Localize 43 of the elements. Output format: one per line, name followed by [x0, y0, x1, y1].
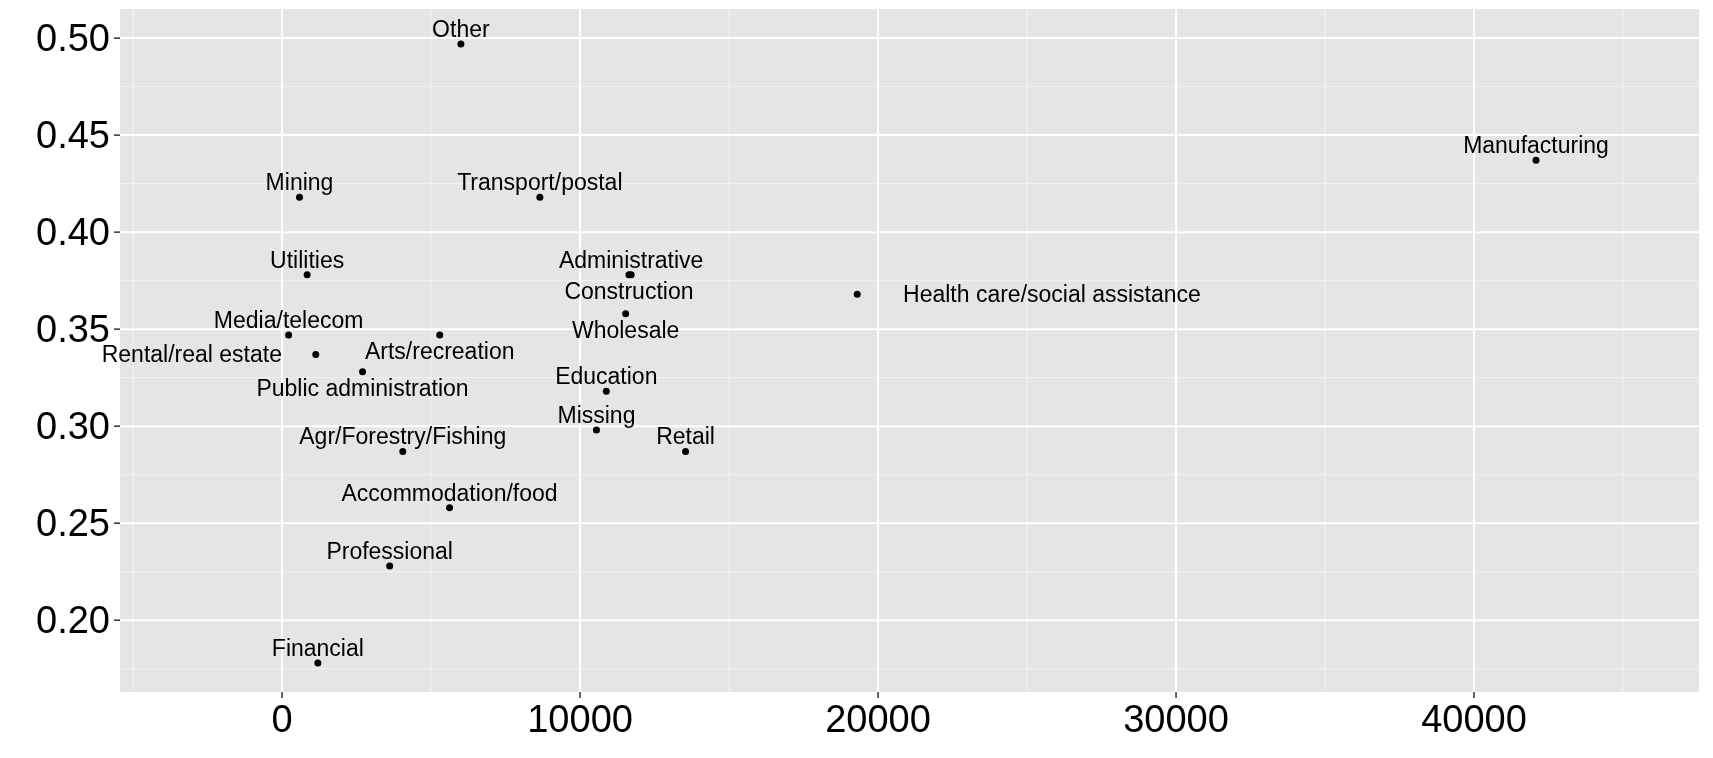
data-label: Public administration [256, 374, 469, 401]
x-tick-label: 10000 [527, 698, 633, 740]
point [436, 331, 444, 339]
x-tick-label: 20000 [825, 698, 931, 740]
y-tick-label: 0.50 [36, 17, 110, 60]
point [386, 562, 394, 570]
point [602, 387, 610, 395]
data-label: Agr/Forestry/Fishing [299, 423, 507, 450]
point [314, 659, 322, 667]
data-label: Manufacturing [1463, 132, 1609, 159]
data-label: Retail [656, 423, 715, 450]
data-label: Other [432, 15, 490, 42]
data-label: Construction [564, 277, 694, 304]
y-tick-label: 0.25 [36, 502, 110, 545]
y-tick-label: 0.40 [36, 211, 110, 254]
data-label: Accommodation/food [341, 479, 558, 506]
point [359, 368, 367, 376]
data-label: Arts/recreation [364, 337, 515, 364]
point [446, 504, 454, 512]
data-label: Utilities [270, 246, 345, 273]
point [457, 40, 465, 48]
data-label: Financial [271, 634, 364, 661]
data-label: Health care/social assistance [903, 281, 1201, 308]
x-tick-label: 40000 [1421, 698, 1527, 740]
y-tick-label: 0.30 [36, 405, 110, 448]
data-label: Professional [326, 537, 453, 564]
point [312, 350, 320, 358]
point [285, 331, 293, 339]
data-label: Mining [265, 169, 334, 196]
y-tick-label: 0.45 [36, 114, 110, 157]
data-label: Missing [557, 402, 636, 429]
x-tick-label: 0 [271, 698, 293, 740]
y-tick-label: 0.20 [36, 599, 110, 642]
point [622, 310, 630, 318]
point [682, 447, 690, 455]
data-label: Wholesale [571, 316, 680, 343]
data-label: Transport/postal [457, 169, 623, 196]
data-label: Media/telecom [213, 306, 364, 333]
point [853, 290, 861, 298]
data-label: Education [555, 363, 658, 390]
data-label: Administrative [558, 246, 704, 273]
x-tick-label: 30000 [1123, 698, 1229, 740]
point [303, 271, 311, 279]
